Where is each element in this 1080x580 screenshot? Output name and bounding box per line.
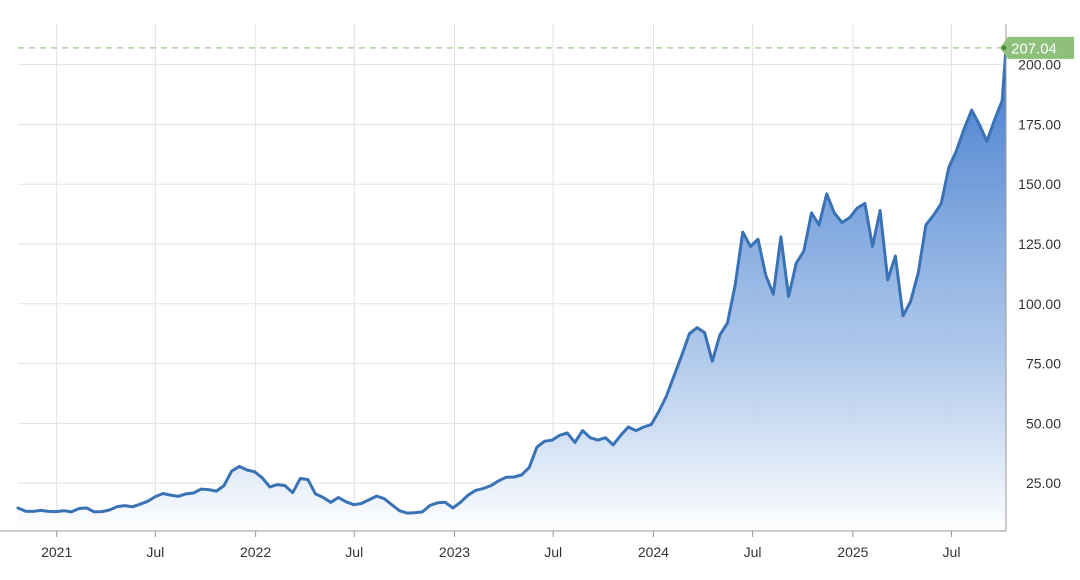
y-tick-label: 100.00 xyxy=(1018,296,1061,312)
axes: 25.00 50.00 75.00 100.00 125.00 150.00 175.00 2… xyxy=(0,24,1061,560)
y-tick-label: 200.00 xyxy=(1018,57,1061,73)
x-tick-label: Jul xyxy=(744,544,762,560)
y-tick-label: 75.00 xyxy=(1026,356,1061,372)
y-tick-label: 50.00 xyxy=(1026,415,1061,431)
y-tick-label: 150.00 xyxy=(1018,176,1061,192)
price-area xyxy=(18,47,1006,532)
last-value-label: 207.04 xyxy=(1011,40,1057,57)
y-tick-label: 175.00 xyxy=(1018,116,1061,132)
last-value-label-box xyxy=(1000,36,1074,59)
x-tick-label: Jul xyxy=(943,544,961,560)
x-tick-label: 2023 xyxy=(439,544,470,560)
x-tick-label: 2025 xyxy=(837,544,868,560)
price-line xyxy=(16,46,1008,515)
last-value-dot xyxy=(1001,45,1007,51)
price-line-group xyxy=(16,46,1008,515)
last-price-marker-group: 207.04 xyxy=(18,36,1074,59)
x-tick-label: 2022 xyxy=(240,544,271,560)
y-tick-label: 125.00 xyxy=(1018,236,1061,252)
x-tick-label: Jul xyxy=(146,544,164,560)
x-tick-label: 2024 xyxy=(638,544,669,560)
x-tick-label: Jul xyxy=(345,544,363,560)
x-tick-label: 2021 xyxy=(41,544,72,560)
price-area-fill xyxy=(18,47,1006,532)
x-tick-label: Jul xyxy=(544,544,562,560)
y-tick-label: 25.00 xyxy=(1026,475,1061,491)
